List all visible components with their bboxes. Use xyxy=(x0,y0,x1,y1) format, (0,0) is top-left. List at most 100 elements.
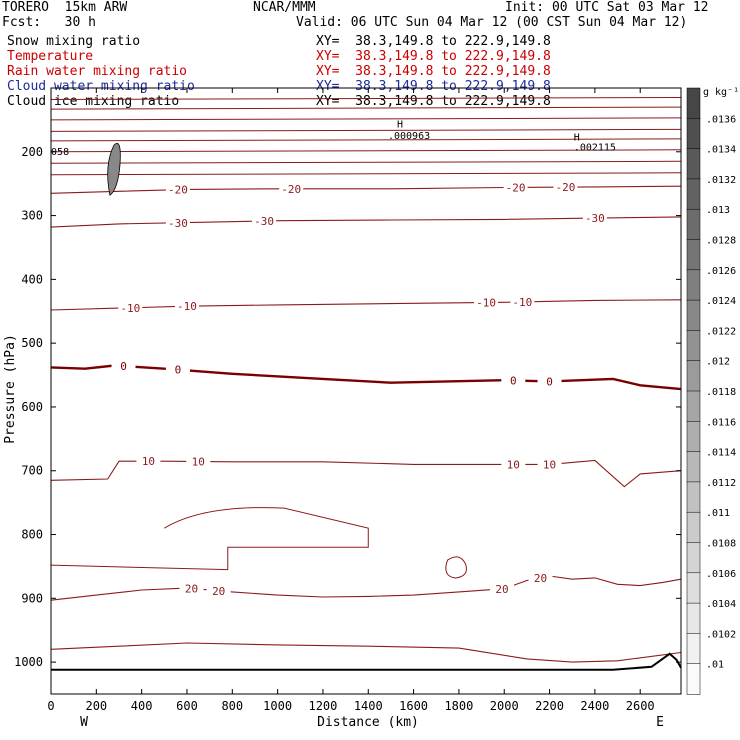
isotherm-label: -10 xyxy=(120,302,140,315)
colorbar-swatch xyxy=(686,602,701,635)
isotherm-label-bg xyxy=(118,301,143,314)
upper-isotherm-line xyxy=(50,138,682,142)
colorbar-swatch xyxy=(686,633,701,665)
contour-annotation: H xyxy=(397,120,403,131)
isotherm-label-bg xyxy=(136,455,161,468)
colorbar-tick-label: .0106 xyxy=(706,569,736,580)
isotherm-label-bg xyxy=(174,300,199,313)
x-tick-label: 2000 xyxy=(490,699,519,713)
init-time: Init: 00 UTC Sat 03 Mar 12 xyxy=(505,0,709,15)
colorbar-tick-label: .0112 xyxy=(706,478,736,489)
x-tick-label: 1400 xyxy=(354,699,383,713)
colorbar-swatch xyxy=(686,663,701,695)
colorbar-swatch xyxy=(686,148,701,180)
terrain-line xyxy=(51,652,682,671)
isotherm-label: -20 xyxy=(506,181,526,194)
x-tick-label: 1200 xyxy=(308,699,337,713)
isotherm-label-bg xyxy=(279,182,304,195)
x-tick-label: 800 xyxy=(221,699,243,713)
colorbar-tick-label: .0102 xyxy=(706,629,736,640)
y-axis-label: Pressure (hPa) xyxy=(3,334,18,444)
colorbar-tick-label: .0114 xyxy=(706,448,736,459)
colorbar-tick-label: .0128 xyxy=(706,236,736,247)
colorbar-swatch xyxy=(686,269,701,301)
upper-isotherm-line xyxy=(50,149,682,153)
isotherm-minus10 xyxy=(50,299,682,311)
field-label-cloud-water: Cloud water mixing ratio xyxy=(7,79,195,94)
colorbar-swatch xyxy=(686,572,701,604)
colorbar-swatch xyxy=(686,299,701,332)
y-tick-label: 900 xyxy=(21,591,43,605)
colorbar-swatch xyxy=(686,390,701,423)
upper-isotherm-line xyxy=(50,106,682,110)
upper-isotherm-line xyxy=(50,160,682,164)
isotherm-label-bg xyxy=(537,458,562,471)
colorbar-unit: g kg⁻¹ xyxy=(703,87,739,98)
isotherm-label: 20 xyxy=(534,572,547,585)
y-tick-label: 700 xyxy=(21,464,43,478)
colorbar-swatch xyxy=(686,87,701,120)
x-tick-label: 1000 xyxy=(263,699,292,713)
isotherm-label: -30 xyxy=(254,215,274,228)
isotherm-minus30 xyxy=(50,216,682,228)
y-tick-label: 600 xyxy=(21,400,43,414)
isotherm-label: -20 xyxy=(555,181,575,194)
x-axis-label: Distance (km) xyxy=(317,715,419,730)
isotherm-0 xyxy=(50,364,682,391)
isotherm-label-bg xyxy=(206,584,231,597)
colorbar-tick-label: .0134 xyxy=(706,145,736,156)
colorbar-swatch xyxy=(686,239,701,271)
colorbar-swatch xyxy=(686,542,701,574)
y-tick-label: 1000 xyxy=(14,655,43,669)
isotherm-closed-cell xyxy=(445,556,467,579)
isotherm-label-bg xyxy=(252,214,277,227)
isotherm-label-bg xyxy=(474,296,499,309)
isotherm-label-bg xyxy=(165,183,190,196)
isotherm-label: 20 xyxy=(495,583,508,596)
isotherm-label: -20 xyxy=(281,183,301,196)
x-tick-label: 200 xyxy=(85,699,107,713)
isotherm-label: -10 xyxy=(476,297,496,310)
colorbar-swatch xyxy=(686,451,701,483)
x-tick-label: 2400 xyxy=(580,699,609,713)
valid-time: Valid: 06 UTC Sun 04 Mar 12 (00 CST Sun … xyxy=(296,15,688,30)
isotherm-label-bg xyxy=(501,374,526,387)
isotherm-label: -10 xyxy=(512,296,532,309)
colorbar-swatch xyxy=(686,360,701,392)
isotherm-label-bg xyxy=(528,571,553,584)
field-xy-rain: XY= 38.3,149.8 to 222.9,149.8 xyxy=(316,64,551,79)
isotherm-15 xyxy=(50,507,369,571)
isotherm-label-bg xyxy=(186,455,211,468)
isotherm-label: 0 xyxy=(120,360,127,373)
colorbar-tick-label: .0118 xyxy=(706,387,736,398)
colorbar-swatch xyxy=(686,118,701,150)
isotherm-label-bg xyxy=(165,216,190,229)
isotherm-label: 10 xyxy=(543,458,556,471)
y-tick-label: 300 xyxy=(21,209,43,223)
colorbar-swatch xyxy=(686,511,701,544)
x-tick-label: 1800 xyxy=(444,699,473,713)
colorbar-tick-label: .0104 xyxy=(706,599,736,610)
isotherm-label: -30 xyxy=(168,217,188,230)
snow-cell xyxy=(107,143,121,196)
isotherm-25 xyxy=(50,642,682,663)
isotherm-label: 0 xyxy=(175,364,182,377)
isotherm-label: 0 xyxy=(510,374,517,387)
x-axis-end-label-east: E xyxy=(656,715,664,730)
field-label-snow: Snow mixing ratio xyxy=(7,34,141,49)
field-label-cloud-ice: Cloud ice mixing ratio xyxy=(7,94,180,109)
field-label-rain: Rain water mixing ratio xyxy=(7,64,188,79)
colorbar-tick-label: .0122 xyxy=(706,326,736,337)
colorbar-swatch xyxy=(686,178,701,210)
upper-isotherm-line xyxy=(50,97,682,100)
isotherm-10 xyxy=(50,459,682,488)
isotherm-label: 10 xyxy=(142,455,155,468)
isotherm-label: 20 xyxy=(185,582,198,595)
colorbar-swatch xyxy=(686,208,701,241)
colorbar-tick-label: .013 xyxy=(706,205,730,216)
center-name: NCAR/MMM xyxy=(253,0,316,15)
upper-isotherm-line xyxy=(50,128,682,132)
contour-annotation: H xyxy=(574,132,580,143)
upper-isotherm-line xyxy=(50,172,682,176)
